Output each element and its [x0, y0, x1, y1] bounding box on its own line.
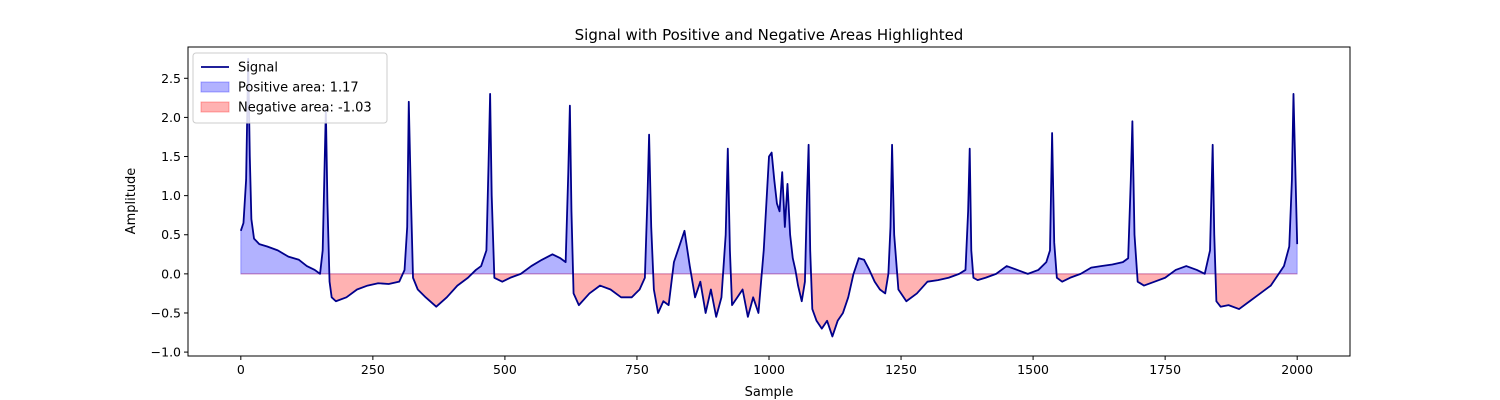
y-axis-label: Amplitude [124, 168, 139, 235]
x-tick-label: 2000 [1281, 362, 1313, 377]
plot-area [239, 57, 1299, 339]
y-tick-label: 2.0 [161, 110, 181, 125]
y-tick-label: 1.5 [161, 149, 181, 164]
legend-label: Positive area: 1.17 [238, 81, 359, 96]
legend-patch-swatch [200, 101, 230, 113]
y-tick-label: −0.5 [151, 305, 181, 320]
x-tick-label: 1500 [1017, 362, 1049, 377]
y-tick-label: 0.5 [161, 227, 181, 242]
x-tick-label: 1000 [753, 362, 785, 377]
y-tick-label: 2.5 [161, 71, 181, 86]
y-tick-label: −1.0 [151, 345, 181, 360]
legend-label: Signal [238, 61, 278, 76]
x-tick-label: 500 [493, 362, 517, 377]
x-tick-label: 1750 [1149, 362, 1181, 377]
y-tick-label: 0.0 [161, 266, 181, 281]
legend-box [192, 52, 388, 124]
x-tick-label: 0 [237, 362, 245, 377]
x-tick-label: 750 [625, 362, 649, 377]
x-axis-label: Sample [745, 385, 794, 400]
x-tick-label: 250 [361, 362, 385, 377]
legend-label: Negative area: -1.03 [238, 101, 372, 116]
x-tick-label: 1250 [885, 362, 917, 377]
y-tick-label: 1.0 [161, 188, 181, 203]
x-axis: 0 250 500 750 1000 1250 1500 1750 2000 [237, 356, 1313, 377]
y-axis: −1.0 −0.5 0.0 0.5 1.0 1.5 2.0 2.5 [151, 71, 188, 360]
legend-patch-swatch [200, 81, 230, 93]
legend: Signal Positive area: 1.17 Negative area: … [192, 52, 388, 124]
signal-line [239, 57, 1299, 338]
chart-title: Signal with Positive and Negative Areas … [575, 26, 964, 44]
